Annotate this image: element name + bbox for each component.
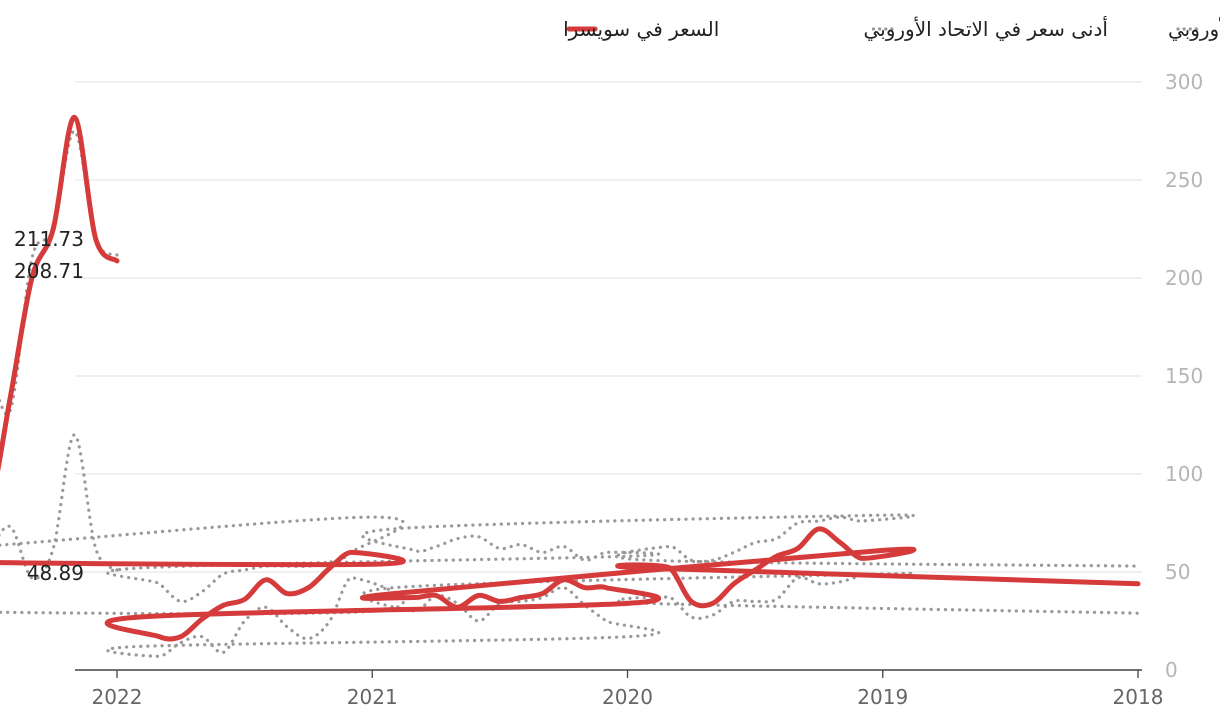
y-tick-label: 150 xyxy=(1165,364,1203,388)
x-tick-label: 2021 xyxy=(347,685,398,709)
series-line-eu_max xyxy=(0,131,1138,602)
series-layer xyxy=(0,117,1138,656)
legend-label: أدنى سعر في الاتحاد الأوروبي xyxy=(864,16,1108,42)
y-tick-label: 300 xyxy=(1165,70,1203,94)
end-value-label: 208.71 xyxy=(14,259,84,283)
y-axis: 0 50 100 150 200 250 300 xyxy=(1165,70,1203,682)
end-value-label: 211.73 xyxy=(14,227,84,251)
x-tick-label: 2018 xyxy=(1113,685,1164,709)
y-tick-label: 200 xyxy=(1165,266,1203,290)
x-tick-label: 2020 xyxy=(602,685,653,709)
legend-label: السعر في سويسرا xyxy=(563,17,719,42)
grid xyxy=(75,82,1142,670)
x-axis: 2018 2019 2020 2021 2022 xyxy=(92,670,1164,709)
series-line-swiss xyxy=(0,117,1138,639)
y-tick-label: 50 xyxy=(1165,560,1190,584)
y-tick-label: 0 xyxy=(1165,658,1178,682)
legend: أعلى سعر في الاتحاد الأوروبي أدنى سعر في … xyxy=(563,16,1220,42)
x-tick-label: 2019 xyxy=(857,685,908,709)
legend-item-eu_min: أدنى سعر في الاتحاد الأوروبي xyxy=(864,16,1108,42)
series-line-eu_min xyxy=(0,435,1138,657)
legend-item-swiss: السعر في سويسرا xyxy=(563,17,719,42)
y-tick-label: 100 xyxy=(1165,462,1203,486)
end-labels: 211.73 208.71 48.89 xyxy=(14,227,84,585)
legend-item-eu_max: أعلى سعر في الاتحاد الأوروبي xyxy=(1168,16,1220,42)
x-tick-label: 2022 xyxy=(92,685,143,709)
y-tick-label: 250 xyxy=(1165,168,1203,192)
end-value-label: 48.89 xyxy=(27,561,84,585)
legend-label: أعلى سعر في الاتحاد الأوروبي xyxy=(1168,16,1220,42)
